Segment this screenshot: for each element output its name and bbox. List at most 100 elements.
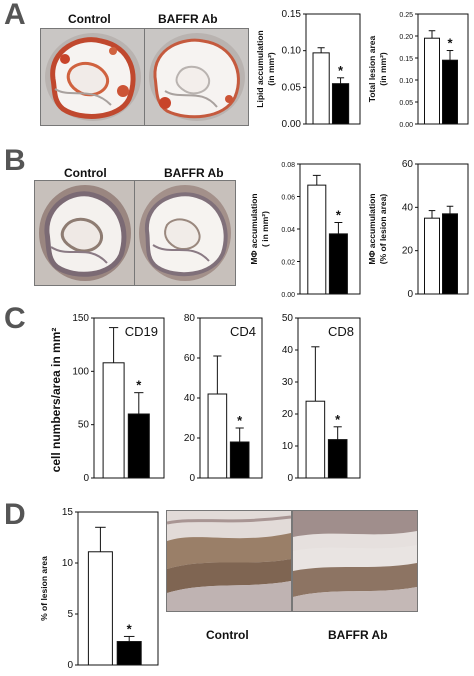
y-tick-label: 0.10 <box>282 46 302 57</box>
y-tick-label: 50 <box>282 313 294 324</box>
y-tick-label: 30 <box>282 377 294 388</box>
y-tick-label: 0.00 <box>399 122 413 129</box>
image-label-baffr-d: BAFFR Ab <box>328 628 388 642</box>
y-tick-label: 0 <box>287 473 293 484</box>
y-tick-label: 15 <box>62 507 74 518</box>
y-tick-label: 40 <box>184 393 196 404</box>
chart-d-percent-lesion-area: 0 5 10 15 % of lesion area * <box>38 502 164 671</box>
panel-c-y-axis-label: cell numbers/area in mm² <box>49 328 63 473</box>
inset-label: CD8 <box>328 324 354 339</box>
panel-c-y-axis-label-text: cell numbers/area in mm² <box>49 328 63 473</box>
chart-svg: 0 50 100 150 CD19 * <box>72 313 165 484</box>
bar-control <box>102 362 125 479</box>
y-tick-label: 40 <box>282 345 294 356</box>
bar-control <box>307 184 327 295</box>
panel-letter-a: A <box>4 0 26 31</box>
inset-label: CD4 <box>230 324 256 339</box>
chart-c2-cd4: 0 20 40 60 80 CD4 * <box>170 308 268 484</box>
significance-marker: * <box>127 621 133 636</box>
bar-control <box>207 393 228 479</box>
y-tick-label: 100 <box>72 366 89 377</box>
y-tick-label: 0.20 <box>399 34 413 41</box>
y-tick-label: 0 <box>189 473 195 484</box>
y-tick-label: 0 <box>67 660 73 671</box>
y-tick-label: 0.04 <box>281 227 295 234</box>
bar-control <box>305 400 326 479</box>
chart-svg: 0 10 20 30 40 50 CD8 * <box>282 313 361 484</box>
y-tick-label: 80 <box>184 313 196 324</box>
bar-control <box>87 551 113 666</box>
chart-svg: 0.00 0.02 0.04 0.06 0.08 MΦ accumulation( in … <box>249 162 361 299</box>
bar-treatment <box>328 233 348 295</box>
y-tick-label: 10 <box>282 441 294 452</box>
y-axis-label: ( in mm²) <box>260 211 270 247</box>
y-tick-label: 20 <box>402 246 414 257</box>
chart-c3-cd8: 0 10 20 30 40 50 CD8 * <box>268 308 366 484</box>
y-tick-label: 0 <box>407 289 413 300</box>
y-tick-label: 0.02 <box>281 260 295 267</box>
bar-treatment <box>442 213 458 295</box>
chart-svg: 0.00 0.05 0.10 0.15 Lipid accumulation (in mm… <box>255 9 361 130</box>
bar-control <box>424 37 440 125</box>
bar-treatment <box>331 83 350 125</box>
micrograph-baffr-a <box>144 28 249 126</box>
y-tick-label: 0.06 <box>281 195 295 202</box>
significance-marker: * <box>136 378 142 393</box>
y-axis-label: Lipid accumulation <box>255 30 265 107</box>
image-label-control-b: Control <box>64 166 107 180</box>
bar-treatment <box>229 441 250 479</box>
y-axis-label: (% of lesion area) <box>378 194 388 265</box>
inset-label: CD19 <box>125 324 158 339</box>
y-axis-label: % of lesion area <box>39 556 49 621</box>
chart-b1-macrophage-accumulation: 0.00 0.02 0.04 0.06 0.08 MΦ accumulation( in … <box>248 154 366 300</box>
y-tick-label: 0 <box>83 473 89 484</box>
chart-a2-total-lesion-area: 0.00 0.05 0.10 0.15 0.20 0.25 Total lesion are… <box>366 4 474 130</box>
y-tick-label: 0.15 <box>282 9 302 20</box>
y-tick-label: 50 <box>78 420 90 431</box>
y-axis-label: (in mm²) <box>378 52 388 86</box>
y-tick-label: 40 <box>402 202 414 213</box>
y-tick-label: 0.00 <box>282 119 302 130</box>
panel-letter-d: D <box>4 498 26 531</box>
image-label-control-a: Control <box>68 12 111 26</box>
bar-treatment <box>327 439 348 479</box>
y-axis-label: (in mm²) <box>266 52 276 86</box>
y-tick-label: 0.00 <box>281 292 295 299</box>
y-tick-label: 20 <box>184 433 196 444</box>
micrograph-control-b <box>34 180 136 286</box>
chart-c1-cd19: 0 50 100 150 CD19 * <box>64 308 170 484</box>
y-tick-label: 60 <box>184 353 196 364</box>
y-tick-label: 0.05 <box>282 82 302 93</box>
significance-marker: * <box>336 208 342 223</box>
y-tick-label: 0.15 <box>399 56 413 63</box>
y-axis-label: MΦ accumulation <box>367 193 377 264</box>
bar-treatment <box>116 641 142 666</box>
micrograph-control-a <box>40 28 145 126</box>
image-label-baffr-a: BAFFR Ab <box>158 12 218 26</box>
chart-svg: 0.00 0.05 0.10 0.15 0.20 0.25 Total lesion are… <box>367 12 469 129</box>
y-tick-label: 0.05 <box>399 100 413 107</box>
significance-marker: * <box>338 63 344 78</box>
micrograph-baffr-b <box>134 180 236 286</box>
y-tick-label: 10 <box>62 558 74 569</box>
micrograph-control-d <box>166 510 292 612</box>
significance-marker: * <box>335 412 341 427</box>
y-tick-label: 0.25 <box>399 12 413 19</box>
y-tick-label: 150 <box>72 313 89 324</box>
panel-letter-b: B <box>4 144 26 177</box>
chart-a1-lipid-accumulation: 0.00 0.05 0.10 0.15 Lipid accumulation (in mm… <box>254 4 366 130</box>
image-label-control-d: Control <box>206 628 249 642</box>
y-tick-label: 60 <box>402 159 414 170</box>
y-axis-label: Total lesion area <box>367 36 377 103</box>
bar-treatment <box>127 413 150 479</box>
bar-treatment <box>442 59 458 125</box>
chart-svg: 0 20 40 60 80 CD4 * <box>184 313 263 484</box>
y-tick-label: 20 <box>282 409 294 420</box>
y-tick-label: 5 <box>67 609 73 620</box>
image-label-baffr-b: BAFFR Ab <box>164 166 224 180</box>
panel-letter-c: C <box>4 302 26 335</box>
significance-marker: * <box>447 36 453 51</box>
chart-svg: 0 5 10 15 % of lesion area * <box>39 507 159 671</box>
bar-control <box>424 217 440 295</box>
y-tick-label: 0.10 <box>399 78 413 85</box>
